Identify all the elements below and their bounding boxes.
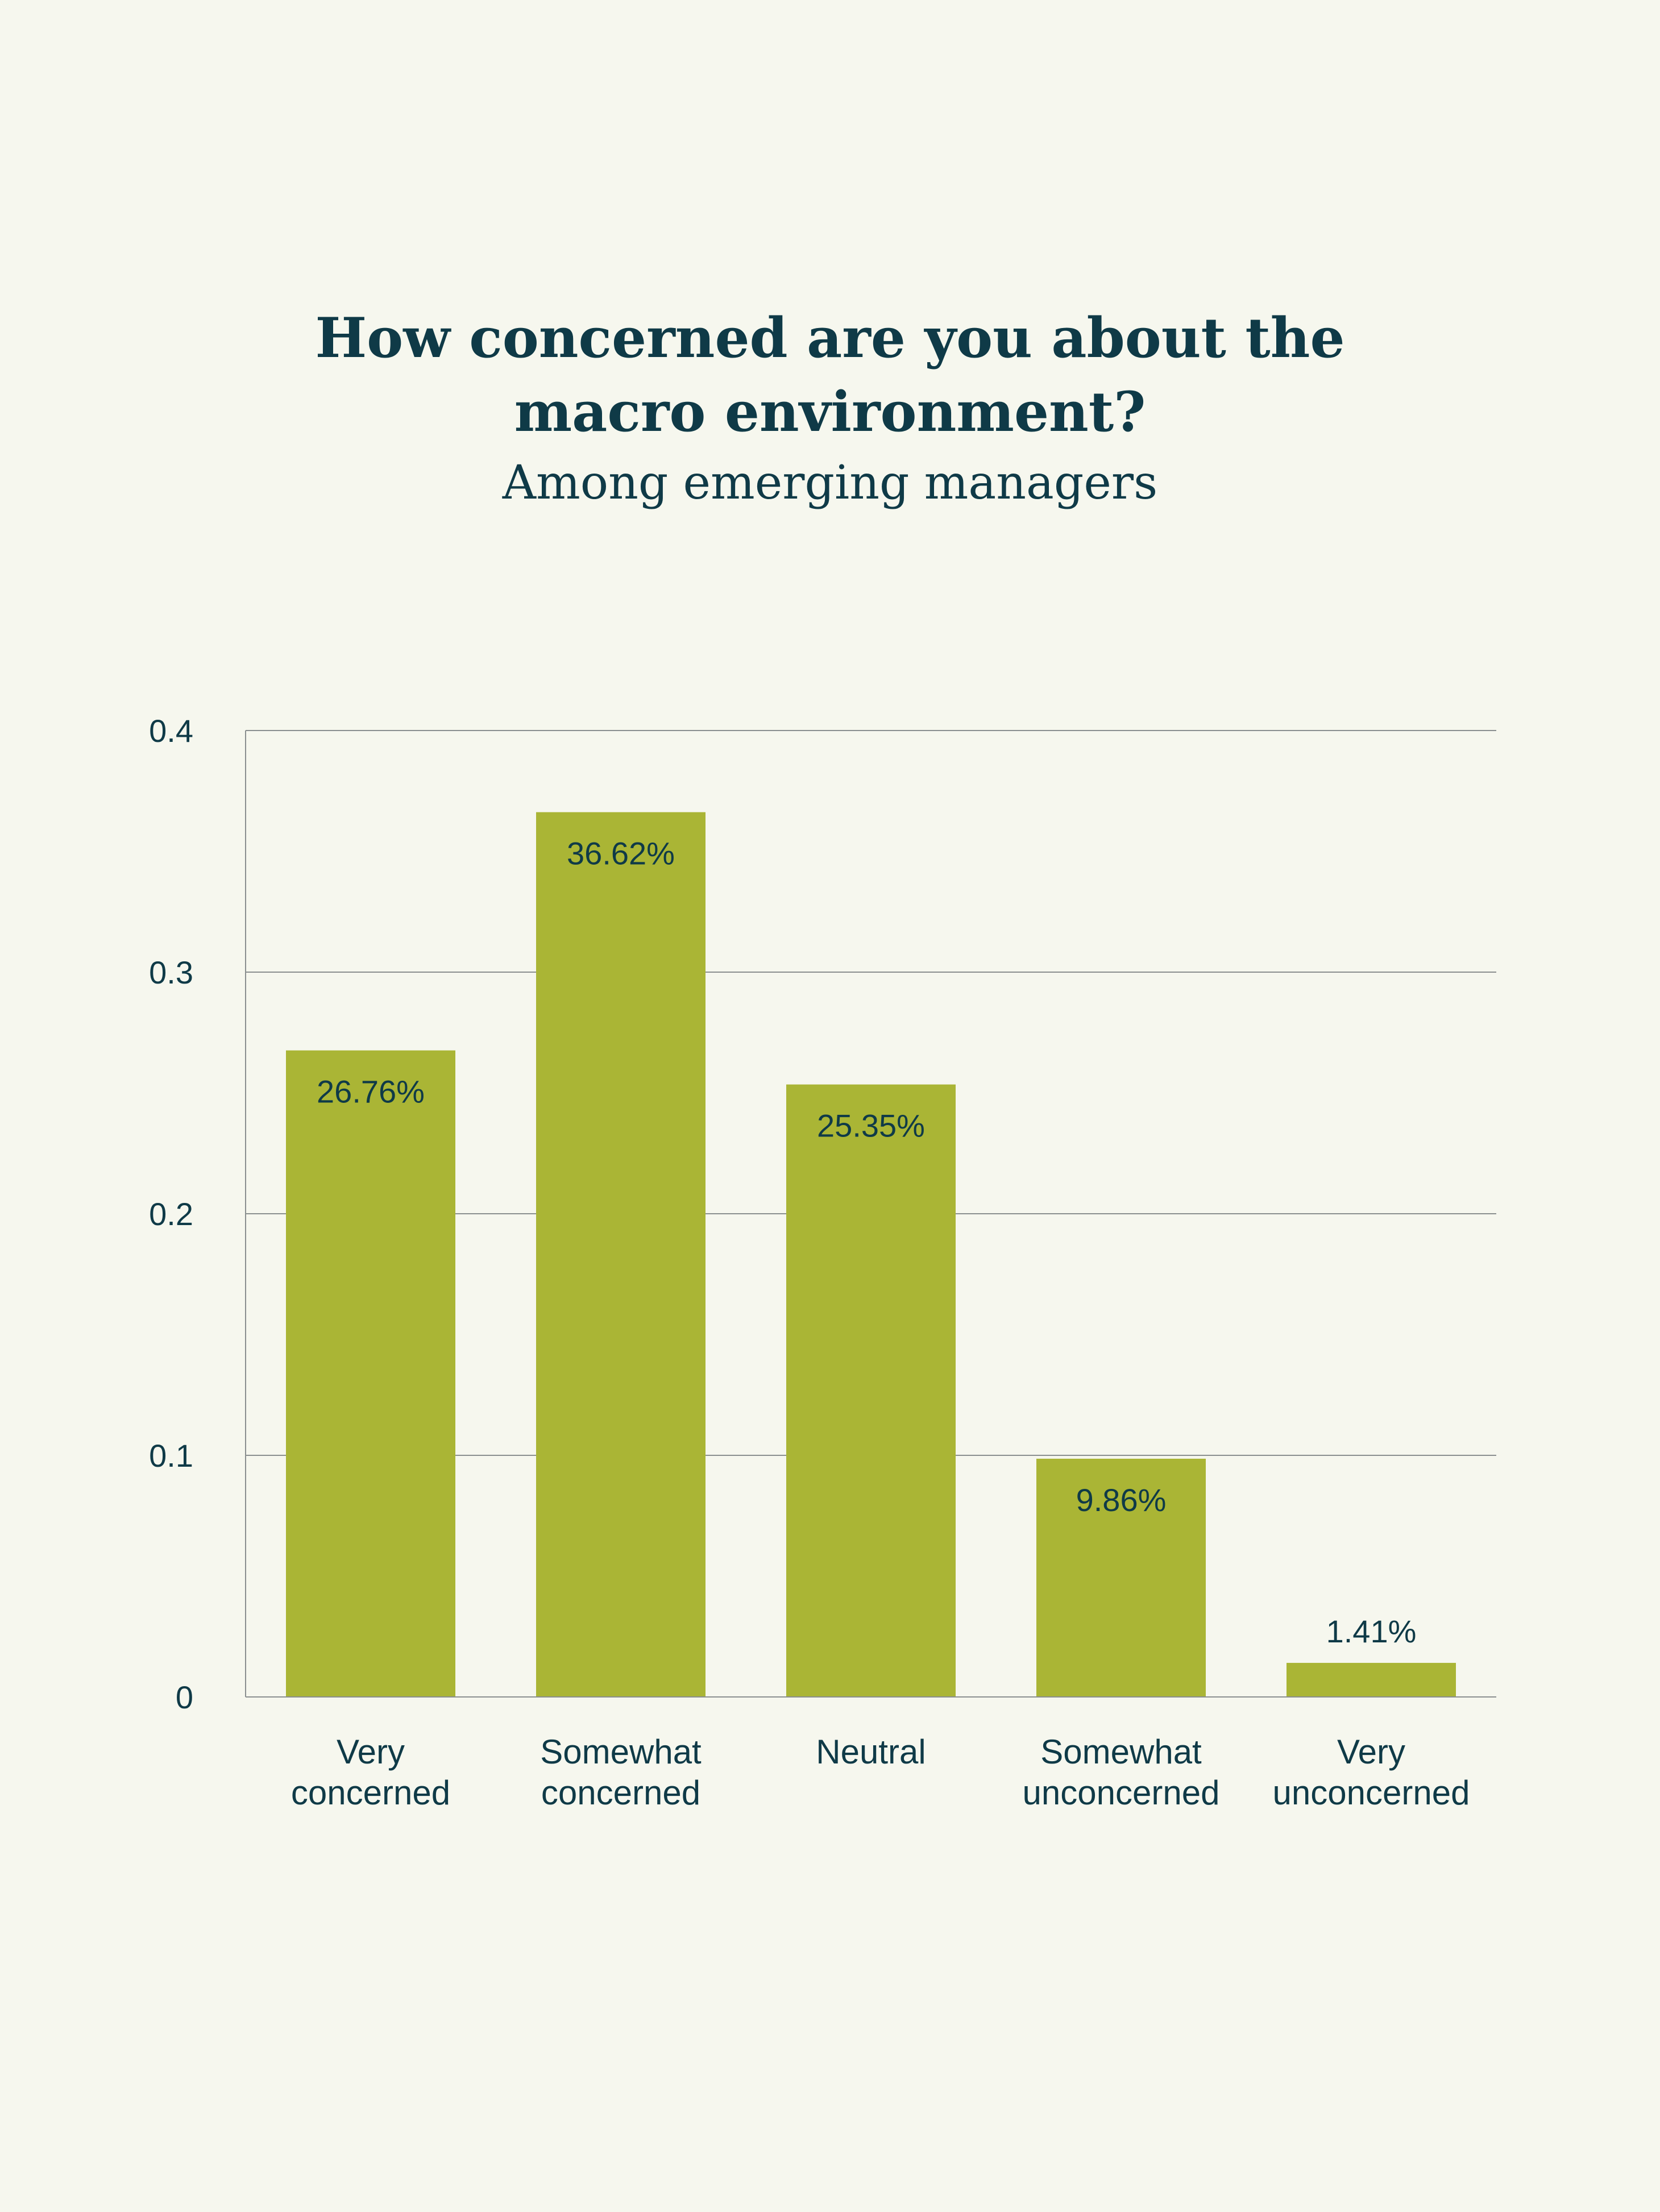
- x-category-label: unconcerned: [1273, 1774, 1470, 1812]
- x-category-label: Somewhat: [1040, 1733, 1202, 1771]
- bar: [786, 1084, 956, 1697]
- chart-title: How concerned are you about the macro en…: [0, 301, 1660, 449]
- bar: [536, 812, 706, 1697]
- data-label: 9.86%: [1076, 1482, 1167, 1518]
- chart-title-line-2: macro environment?: [514, 380, 1146, 444]
- x-category-label: concerned: [291, 1774, 450, 1812]
- chart-subtitle: Among emerging managers: [502, 456, 1158, 510]
- x-category-label: unconcerned: [1023, 1774, 1220, 1812]
- bars: [286, 812, 1456, 1697]
- y-tick-label: 0.4: [149, 713, 193, 749]
- x-category-label: concerned: [541, 1774, 700, 1812]
- chart-title-line-1: How concerned are you about the: [315, 306, 1345, 370]
- x-category-label: Very: [337, 1733, 405, 1771]
- x-category-label: Neutral: [816, 1733, 926, 1771]
- bar: [1287, 1663, 1456, 1697]
- y-tick-label: 0: [176, 1679, 193, 1715]
- data-label: 36.62%: [567, 836, 675, 871]
- data-label: 26.76%: [317, 1074, 425, 1110]
- bar: [286, 1050, 455, 1697]
- data-label: 25.35%: [817, 1108, 925, 1144]
- x-category-label: Somewhat: [540, 1733, 702, 1771]
- y-tick-label: 0.1: [149, 1438, 193, 1474]
- axes: [245, 731, 1496, 1698]
- data-label: 1.41%: [1326, 1613, 1417, 1649]
- data-labels: 26.76% 36.62% 25.35% 9.86% 1.41%: [317, 836, 1416, 1649]
- y-axis-ticks: 0 0.1 0.2 0.3 0.4: [149, 713, 193, 1715]
- bar: [1036, 1458, 1206, 1697]
- x-category-label: Very: [1337, 1733, 1405, 1771]
- y-tick-label: 0.2: [149, 1196, 193, 1232]
- y-tick-label: 0.3: [149, 954, 193, 990]
